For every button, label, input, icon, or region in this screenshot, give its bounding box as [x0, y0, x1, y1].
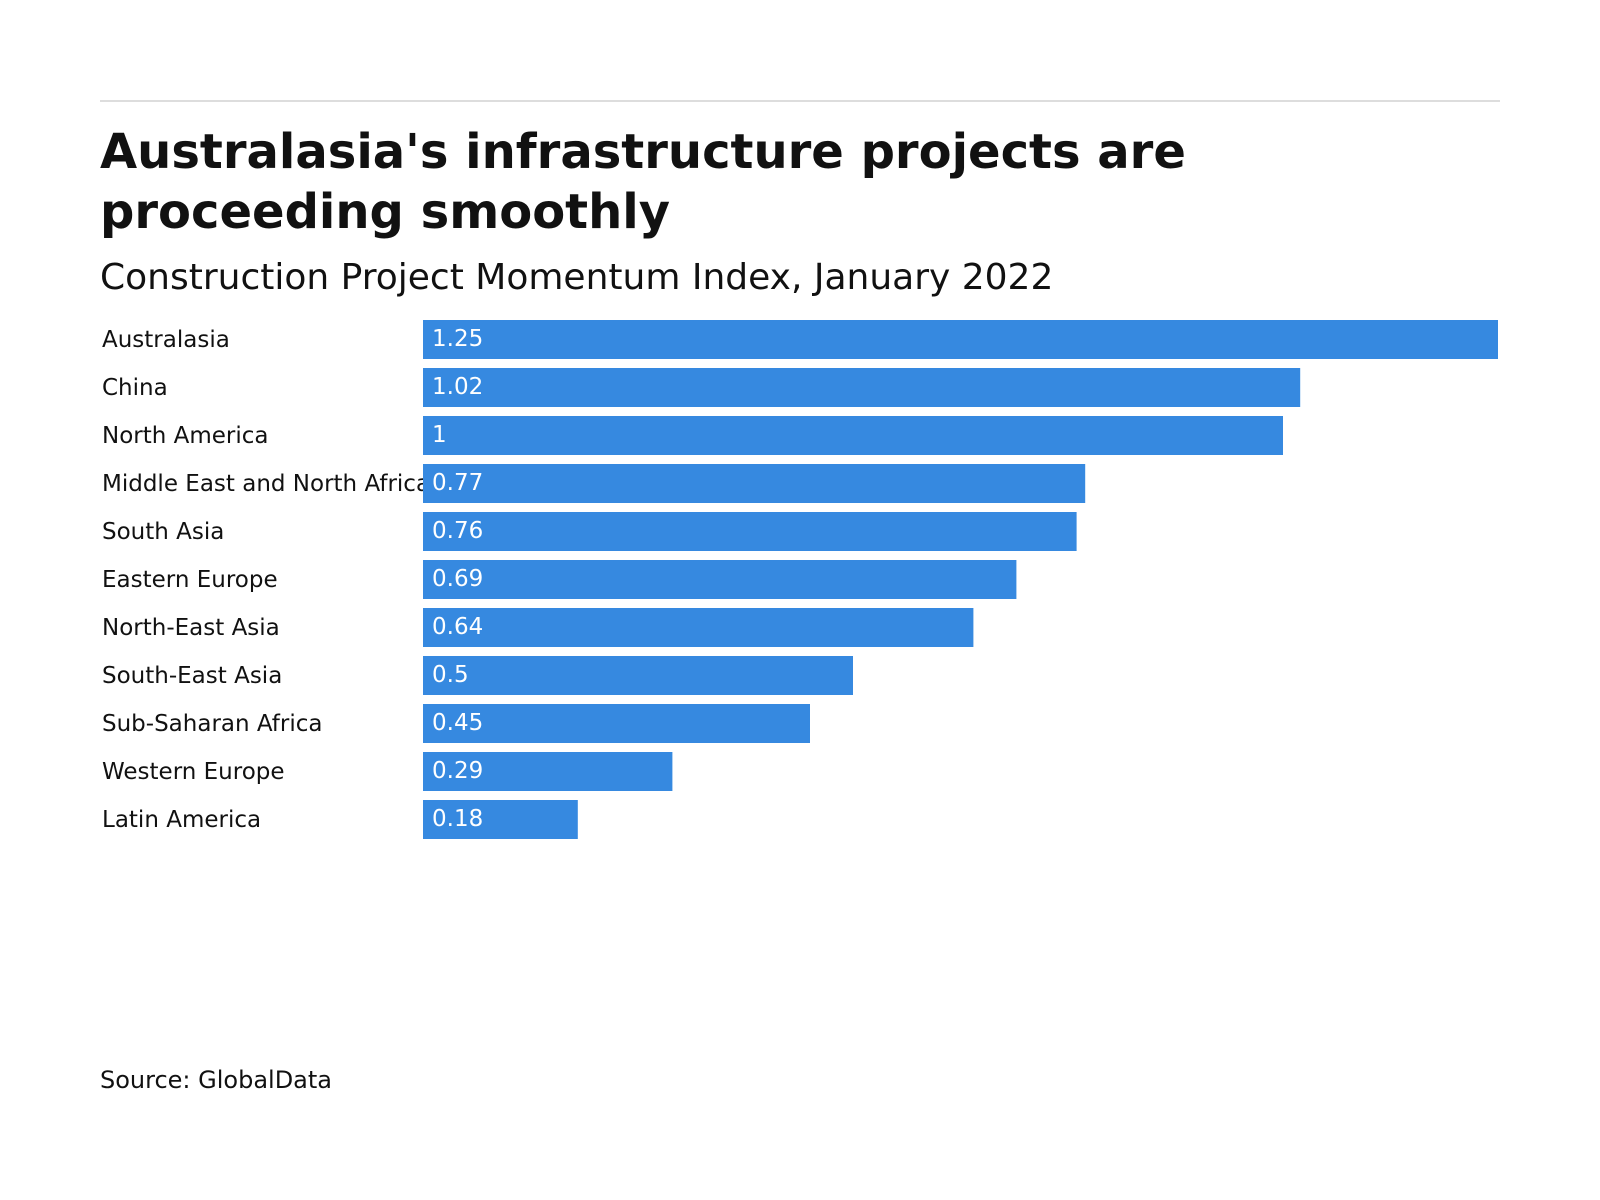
bar: [423, 704, 810, 743]
bar: [423, 560, 1017, 599]
value-label: 0.5: [432, 662, 469, 688]
category-label: Sub-Saharan Africa: [102, 711, 322, 737]
category-label: China: [102, 375, 168, 401]
bar: [423, 752, 673, 791]
category-label: South-East Asia: [102, 663, 282, 689]
chart-subtitle: Construction Project Momentum Index, Jan…: [100, 257, 1054, 298]
bar: [423, 656, 853, 695]
chart-title: Australasia's infrastructure projects ar…: [100, 124, 1186, 240]
bar: [423, 464, 1086, 503]
value-label: 0.45: [432, 710, 483, 736]
category-label: Australasia: [102, 327, 230, 353]
bar: [423, 608, 974, 647]
value-label: 0.64: [432, 614, 483, 640]
category-label: North-East Asia: [102, 615, 280, 641]
value-label: 1: [432, 422, 447, 448]
value-label: 0.77: [432, 470, 483, 496]
value-label: 1.02: [432, 374, 483, 400]
category-label: North America: [102, 423, 269, 449]
bar: [423, 512, 1077, 551]
bar: [423, 320, 1498, 359]
value-label: 0.18: [432, 806, 483, 832]
category-label: South Asia: [102, 519, 224, 545]
bar: [423, 368, 1301, 407]
category-label: Western Europe: [102, 759, 285, 785]
value-label: 0.69: [432, 566, 483, 592]
bar: [423, 800, 578, 839]
value-label: 0.29: [432, 758, 483, 784]
bar: [423, 416, 1283, 455]
category-label: Middle East and North Africa: [102, 471, 430, 497]
value-label: 0.76: [432, 518, 483, 544]
category-label: Latin America: [102, 807, 261, 833]
top-rule: [100, 100, 1500, 102]
source-note: Source: GlobalData: [100, 1066, 333, 1094]
value-label: 1.25: [432, 326, 483, 352]
category-label: Eastern Europe: [102, 567, 278, 593]
